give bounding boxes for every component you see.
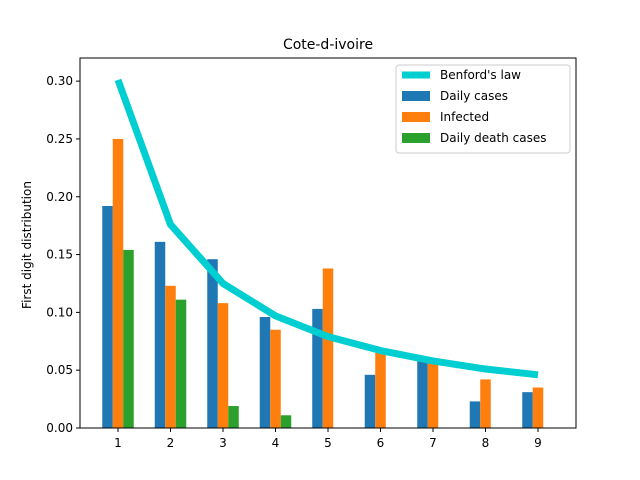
x-tick-label-3: 3 xyxy=(219,436,227,450)
y-tick-label-0.00: 0.00 xyxy=(46,421,73,435)
bars-layer xyxy=(102,138,544,429)
bar-infected-7 xyxy=(427,360,439,428)
y-tick-label-0.05: 0.05 xyxy=(46,363,73,377)
x-tick-label-5: 5 xyxy=(324,436,332,450)
bar-daily-cases-3 xyxy=(207,259,218,428)
x-tick-label-1: 1 xyxy=(114,436,122,450)
legend-swatch-infected xyxy=(402,112,430,122)
bar-daily-cases-1 xyxy=(102,206,113,428)
bar-infected-2 xyxy=(165,285,176,428)
bar-daily-cases-4 xyxy=(259,317,271,428)
benford-line-layer xyxy=(114,78,539,379)
legend-label-infected: Infected xyxy=(440,110,489,124)
y-tick-label-0.15: 0.15 xyxy=(46,248,73,262)
legend-label-daily-cases: Daily cases xyxy=(440,89,508,103)
bar-daily-cases-2 xyxy=(154,241,166,428)
chart-title: Cote-d-ivoire xyxy=(283,37,373,53)
legend-swatch-daily-cases xyxy=(402,91,430,101)
y-tick-label-0.25: 0.25 xyxy=(46,132,73,146)
bar-daily-cases-7 xyxy=(417,360,428,428)
y-tick-label-0.20: 0.20 xyxy=(46,190,73,204)
legend-box xyxy=(395,64,571,154)
benford-line xyxy=(114,78,539,379)
bar-infected-5 xyxy=(322,268,334,428)
bar-daily-death-cases-1 xyxy=(123,249,134,428)
bar-infected-6 xyxy=(375,352,386,428)
x-tick-label-8: 8 xyxy=(482,436,490,450)
x-tick-label-6: 6 xyxy=(377,436,385,450)
x-tick-label-2: 2 xyxy=(167,436,175,450)
bar-daily-cases-9 xyxy=(522,392,533,428)
bar-infected-3 xyxy=(217,303,229,429)
y-tick-label-0.10: 0.10 xyxy=(46,305,73,319)
bar-infected-1 xyxy=(112,138,124,428)
bar-infected-4 xyxy=(270,329,281,428)
bar-daily-death-cases-3 xyxy=(228,406,239,428)
y-axis-title: First digit distribution xyxy=(20,181,34,309)
x-tick-label-4: 4 xyxy=(272,436,280,450)
bar-daily-cases-6 xyxy=(364,374,376,428)
axes-layer: 1 2 3 4 5 6 7 8 9 0.00 0.05 0.10 0.15 0.20 0.25 0.30 xyxy=(46,57,577,450)
bar-daily-death-cases-4 xyxy=(280,415,292,428)
legend-swatch-daily-death-cases xyxy=(402,133,430,143)
legend: Benford's law Daily cases Infected Daily de… xyxy=(395,64,571,154)
bar-daily-death-cases-2 xyxy=(175,299,187,428)
x-tick-label-9: 9 xyxy=(534,436,542,450)
bar-infected-8 xyxy=(480,379,491,428)
bar-daily-cases-5 xyxy=(312,308,323,428)
x-tick-label-7: 7 xyxy=(429,436,437,450)
legend-label-benford-s-law: Benford's law xyxy=(440,68,521,82)
bar-infected-9 xyxy=(532,387,544,428)
legend-label-daily-death-cases: Daily death cases xyxy=(440,131,547,145)
bar-daily-cases-8 xyxy=(469,401,481,428)
y-tick-label-0.30: 0.30 xyxy=(46,74,73,88)
